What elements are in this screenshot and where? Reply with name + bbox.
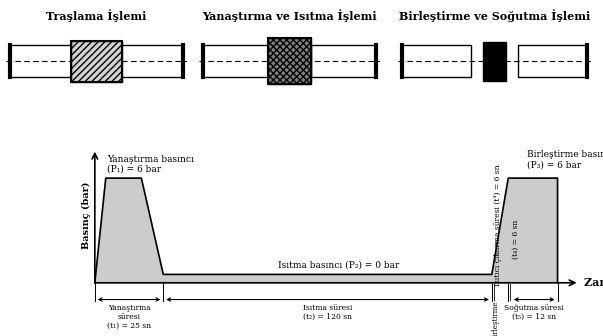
Bar <box>71 41 122 82</box>
Text: Traşlama İşlemi: Traşlama İşlemi <box>46 9 147 22</box>
Bar <box>268 38 311 84</box>
Text: Soğutma süresi
(t₅) = 12 sn: Soğutma süresi (t₅) = 12 sn <box>505 304 564 321</box>
Bar <box>483 42 506 81</box>
Text: Birleştirme: Birleştirme <box>492 301 500 336</box>
Bar <box>311 45 376 77</box>
Text: Birleştirme basıncı
(P₃) = 6 bar: Birleştirme basıncı (P₃) = 6 bar <box>528 151 603 170</box>
Bar <box>71 41 122 82</box>
Text: Isıtma süresi
(t₂) = 120 sn: Isıtma süresi (t₂) = 120 sn <box>303 304 352 321</box>
Bar <box>517 45 587 77</box>
Bar <box>203 45 268 77</box>
Text: Isıtma basıncı (P₂) = 0 bar: Isıtma basıncı (P₂) = 0 bar <box>278 260 400 269</box>
Text: Basınç (bar): Basınç (bar) <box>82 182 91 250</box>
Text: Birleştirme ve Soğutma İşlemi: Birleştirme ve Soğutma İşlemi <box>399 9 590 22</box>
Text: Isıtıcı çıkarma süresi (t⁴) = 6 sn: Isıtıcı çıkarma süresi (t⁴) = 6 sn <box>494 164 502 286</box>
Bar <box>118 45 183 77</box>
Bar <box>10 45 75 77</box>
Text: Yanaştırma ve Isıtma İşlemi: Yanaştırma ve Isıtma İşlemi <box>202 9 377 22</box>
Bar <box>268 38 311 84</box>
Bar <box>402 45 472 77</box>
Text: Yanaştırma basıncı
(P₁) = 6 bar: Yanaştırma basıncı (P₁) = 6 bar <box>107 155 194 174</box>
Text: Zaman (sn): Zaman (sn) <box>584 277 603 288</box>
Text: (t₄) = 6 sn: (t₄) = 6 sn <box>511 219 520 258</box>
Text: Yanaştırma
süresi
(t₁) = 25 sn: Yanaştırma süresi (t₁) = 25 sn <box>107 304 151 330</box>
Polygon shape <box>95 178 558 283</box>
